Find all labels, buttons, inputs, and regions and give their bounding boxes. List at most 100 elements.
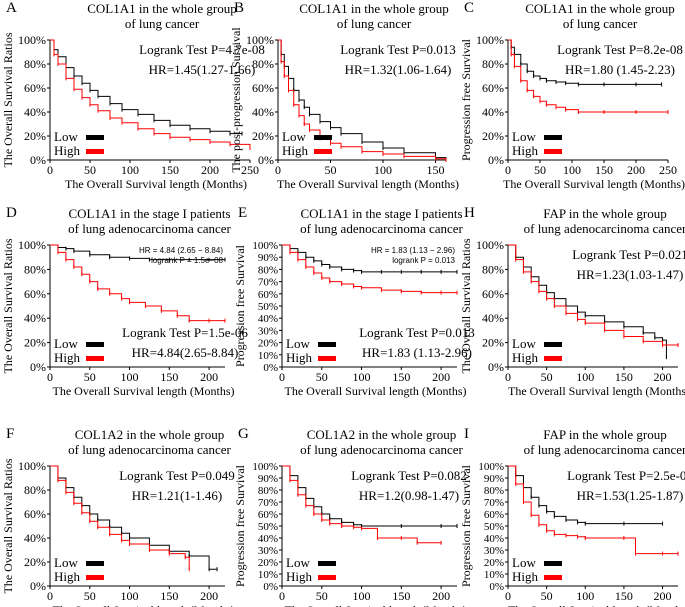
legend-low-swatch bbox=[86, 342, 104, 347]
chart-title: COL1A1 in the whole group bbox=[299, 1, 448, 16]
x-tick-label: 150 bbox=[615, 589, 633, 603]
legend-low-label: Low bbox=[286, 336, 310, 351]
y-tick-label: 80% bbox=[24, 57, 46, 71]
y-tick-label: 0% bbox=[258, 153, 274, 167]
y-tick-label: 70% bbox=[258, 497, 278, 509]
x-tick-label: 0 bbox=[505, 163, 511, 177]
y-tick-label: 20% bbox=[252, 129, 274, 143]
stat-text: HR=1.21(1-1.46) bbox=[132, 488, 222, 503]
y-tick-label: 100% bbox=[478, 461, 504, 473]
x-tick-label: 200 bbox=[627, 163, 645, 177]
stat-text: HR=1.2(0.98-1.47) bbox=[359, 488, 459, 503]
y-tick-label: 40% bbox=[482, 105, 504, 119]
chart-title: COL1A1 in the stage I patients bbox=[68, 206, 230, 221]
x-tick-label: 50 bbox=[316, 370, 328, 384]
y-axis-label: The Overall Survival Ratios bbox=[1, 458, 15, 593]
legend-low-swatch bbox=[86, 135, 104, 140]
legend-low-label: Low bbox=[282, 129, 306, 144]
y-tick-label: 30% bbox=[484, 545, 504, 557]
y-axis-label: The Overall Survival Ratios bbox=[459, 238, 473, 373]
x-tick-label: 0 bbox=[47, 589, 53, 603]
y-tick-label: 40% bbox=[482, 311, 504, 325]
x-tick-label: 150 bbox=[392, 589, 410, 603]
chart-subtitle: of lung adenocarcinoma cancer bbox=[300, 442, 463, 457]
y-axis-label: The Overall Survival Ratios bbox=[1, 32, 15, 167]
panel-letter: E bbox=[238, 205, 247, 221]
chart-subtitle: of lung adenocarcinoma cancer bbox=[524, 221, 685, 236]
y-tick-label: 60% bbox=[482, 287, 504, 301]
chart-subtitle: of lung adenocarcinoma cancer bbox=[68, 442, 231, 457]
stat-text: Logrank Test P=0.013 bbox=[359, 325, 475, 340]
x-tick-label: 0 bbox=[279, 589, 285, 603]
legend-low-swatch bbox=[318, 342, 336, 347]
legend-high-swatch bbox=[544, 356, 562, 361]
survival-curve-low bbox=[508, 244, 667, 358]
legend-high-label: High bbox=[512, 143, 539, 158]
stat-text: Logrank Test P=4.7e-08 bbox=[139, 42, 265, 57]
legend-high-swatch bbox=[314, 149, 332, 154]
legend-low-label: Low bbox=[286, 555, 310, 570]
legend-high-swatch bbox=[544, 575, 562, 580]
x-tick-label: 50 bbox=[84, 370, 96, 384]
y-tick-label: 0% bbox=[489, 581, 504, 593]
x-tick-label: 200 bbox=[200, 589, 218, 603]
y-axis-label: The post-progression Survival bbox=[229, 27, 243, 173]
x-tick-label: 50 bbox=[84, 163, 96, 177]
y-tick-label: 20% bbox=[24, 129, 46, 143]
y-tick-label: 50% bbox=[258, 521, 278, 533]
small-stat-text: HR = 4.84 (2.65 − 8.84) bbox=[139, 246, 223, 255]
y-tick-label: 0% bbox=[263, 362, 278, 374]
panel-letter: C bbox=[464, 0, 474, 16]
x-axis-label: The Overall Survival length (Months) bbox=[508, 384, 685, 398]
y-tick-label: 60% bbox=[484, 509, 504, 521]
y-tick-label: 20% bbox=[24, 555, 46, 569]
chart-subtitle: of lung adenocarcinoma cancer bbox=[300, 221, 463, 236]
x-tick-label: 50 bbox=[325, 163, 337, 177]
y-tick-label: 10% bbox=[258, 350, 278, 362]
y-tick-label: 0% bbox=[30, 360, 46, 374]
y-tick-label: 50% bbox=[258, 301, 278, 313]
x-tick-label: 200 bbox=[200, 370, 218, 384]
x-tick-label: 200 bbox=[201, 163, 219, 177]
legend-low-swatch bbox=[314, 135, 332, 140]
x-tick-label: 100 bbox=[576, 589, 594, 603]
y-tick-label: 20% bbox=[482, 129, 504, 143]
y-tick-label: 10% bbox=[484, 569, 504, 581]
x-tick-label: 200 bbox=[654, 370, 672, 384]
y-tick-label: 100% bbox=[18, 459, 46, 473]
stat-text: HR=1.53(1.25-1.87) bbox=[577, 488, 684, 503]
survival-curve-low bbox=[50, 465, 218, 570]
y-tick-label: 20% bbox=[24, 336, 46, 350]
x-tick-label: 50 bbox=[84, 589, 96, 603]
x-tick-label: 200 bbox=[432, 589, 450, 603]
small-stat-text: logrank P = 1.5e−08 bbox=[151, 256, 223, 265]
x-tick-label: 150 bbox=[160, 370, 178, 384]
stat-text: Logrank Test P=1.5e-06 bbox=[122, 325, 248, 340]
y-tick-label: 100% bbox=[252, 461, 278, 473]
stat-text: Logrank Test P=0.082 bbox=[351, 468, 467, 483]
legend-low-label: Low bbox=[54, 555, 78, 570]
x-tick-label: 0 bbox=[275, 163, 281, 177]
y-tick-label: 0% bbox=[30, 153, 46, 167]
y-tick-label: 10% bbox=[258, 569, 278, 581]
chart-title: COL1A2 in the whole group bbox=[75, 427, 224, 442]
x-tick-label: 50 bbox=[534, 163, 546, 177]
y-tick-label: 80% bbox=[484, 485, 504, 497]
x-tick-label: 100 bbox=[353, 589, 371, 603]
y-tick-label: 0% bbox=[488, 360, 504, 374]
chart-title: COL1A1 in the whole group bbox=[87, 1, 236, 16]
y-tick-label: 80% bbox=[482, 57, 504, 71]
legend-high-label: High bbox=[54, 143, 81, 158]
x-tick-label: 250 bbox=[659, 163, 677, 177]
y-tick-label: 20% bbox=[484, 557, 504, 569]
x-tick-label: 200 bbox=[432, 370, 450, 384]
chart-title: COL1A1 in the stage I patients bbox=[300, 206, 462, 221]
y-tick-label: 0% bbox=[30, 579, 46, 593]
x-tick-label: 100 bbox=[121, 370, 139, 384]
x-tick-label: 200 bbox=[654, 589, 672, 603]
x-tick-label: 100 bbox=[576, 370, 594, 384]
